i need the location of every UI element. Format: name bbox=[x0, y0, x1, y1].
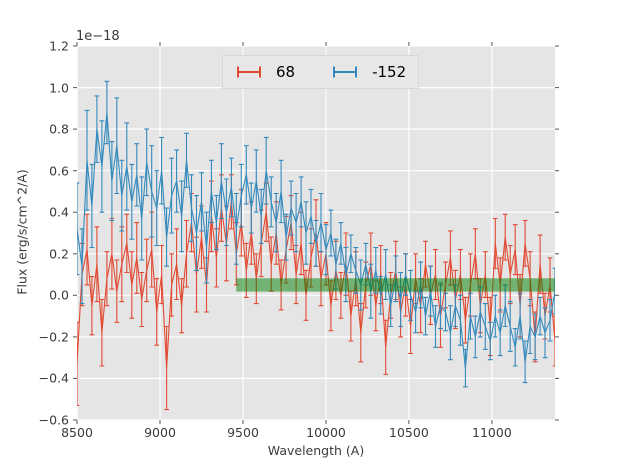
y-tick-label: 0.0 bbox=[49, 287, 69, 303]
legend-entry--152: -152 bbox=[331, 64, 406, 80]
x-tick-label: 8500 bbox=[61, 425, 93, 440]
errorbar-series--152 bbox=[77, 80, 555, 388]
tick-marks bbox=[73, 42, 559, 424]
legend: 68 -152 bbox=[222, 55, 420, 89]
x-tick-label: 10500 bbox=[389, 425, 429, 440]
y-tick-label: 0.6 bbox=[49, 163, 69, 179]
y-tick-label: 0.4 bbox=[49, 204, 69, 220]
legend-label: -152 bbox=[372, 62, 407, 81]
y-tick-label: 0.8 bbox=[49, 121, 69, 137]
y-tick-label: −0.2 bbox=[38, 329, 69, 345]
errorbar-marker-icon bbox=[237, 66, 261, 78]
y-tick-label: 1.2 bbox=[49, 38, 69, 54]
x-tick-label: 11000 bbox=[472, 425, 512, 440]
y-tick-label: 0.2 bbox=[49, 246, 69, 262]
errorbar-marker-icon bbox=[333, 66, 358, 78]
y-tick-label: 1.0 bbox=[49, 80, 69, 96]
x-tick-label: 9500 bbox=[227, 425, 259, 440]
y-tick-label: −0.4 bbox=[38, 370, 69, 386]
y-tick-label: −0.6 bbox=[38, 412, 69, 428]
y-axis-label: Flux (erg/s/cm^2/A) bbox=[14, 169, 30, 295]
legend-entry-68: 68 bbox=[235, 64, 295, 80]
reference-band bbox=[236, 278, 555, 292]
y-axis-offset-text: 1e−18 bbox=[76, 29, 120, 44]
x-tick-label: 9000 bbox=[144, 425, 176, 440]
legend-label: 68 bbox=[276, 62, 296, 81]
x-tick-label: 10000 bbox=[306, 425, 346, 440]
x-axis-label: Wavelength (A) bbox=[267, 443, 365, 458]
